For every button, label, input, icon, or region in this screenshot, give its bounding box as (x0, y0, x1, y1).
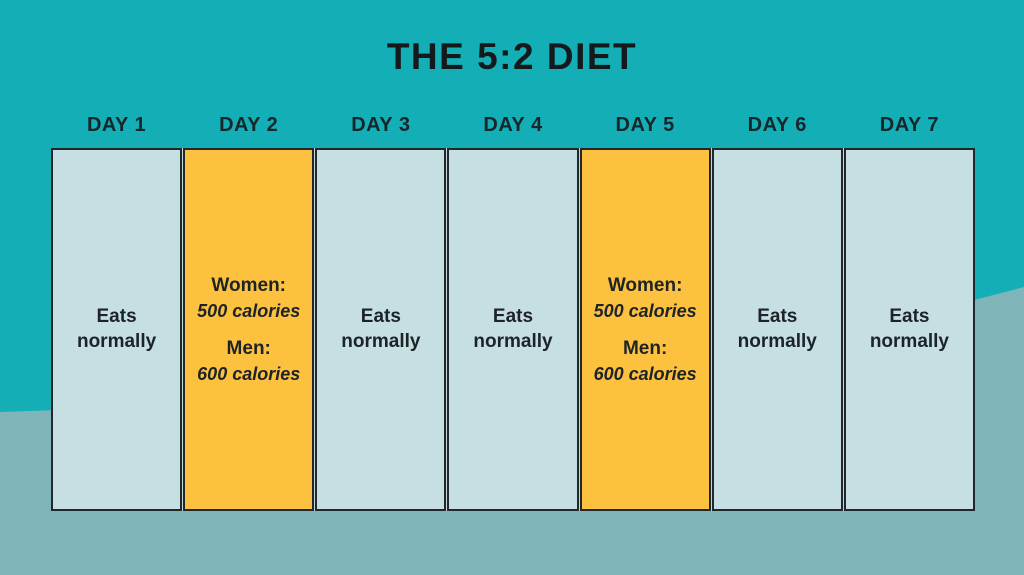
day-5-men-label: Men: (622, 338, 668, 359)
day-column-6: Eats normally (711, 148, 843, 511)
day-5-men-group: Men: 600 calories (594, 336, 697, 386)
day-7-text: Eats normally (869, 306, 950, 352)
day-6-text: Eats normally (737, 306, 817, 352)
day-column-7: Eats normally (843, 148, 975, 511)
day-2-men-calories: 600 calories (197, 363, 301, 384)
day-column-4: Eats normally (447, 148, 579, 511)
day-column-3: Eats normally (315, 148, 447, 511)
day-header-row: DAY 1 DAY 2 DAY 3 DAY 4 DAY 5 DAY 6 DAY … (51, 114, 975, 137)
day-1-text: Eats normally (76, 306, 157, 352)
day-5-men-calories: 600 calories (593, 363, 697, 384)
day-4-text: Eats normally (473, 306, 553, 352)
day-2-women-calories: 500 calories (197, 300, 301, 321)
day-header-3: DAY 3 (351, 114, 411, 136)
day-header-4: DAY 4 (483, 114, 543, 136)
week-table: Eats normally Women: 500 calories Men: 6… (51, 148, 975, 511)
day-5-women-label: Women: (607, 275, 683, 297)
day-2-women-group: Women: 500 calories (197, 273, 300, 323)
page-title: THE 5:2 DIET (386, 36, 638, 77)
day-5-women-group: Women: 500 calories (594, 273, 697, 323)
day-column-2: Women: 500 calories Men: 600 calories (183, 148, 315, 511)
day-header-2: DAY 2 (219, 114, 279, 136)
day-column-5: Women: 500 calories Men: 600 calories (579, 148, 711, 511)
day-3-text: Eats normally (341, 306, 421, 352)
day-header-5: DAY 5 (615, 114, 675, 136)
day-2-men-label: Men: (226, 338, 271, 359)
day-header-6: DAY 6 (747, 114, 807, 136)
day-column-1: Eats normally (51, 148, 183, 511)
day-header-1: DAY 1 (86, 114, 147, 136)
day-2-men-group: Men: 600 calories (197, 336, 300, 386)
day-header-7: DAY 7 (879, 114, 940, 136)
day-5-women-calories: 500 calories (593, 300, 697, 321)
day-2-women-label: Women: (211, 275, 286, 297)
